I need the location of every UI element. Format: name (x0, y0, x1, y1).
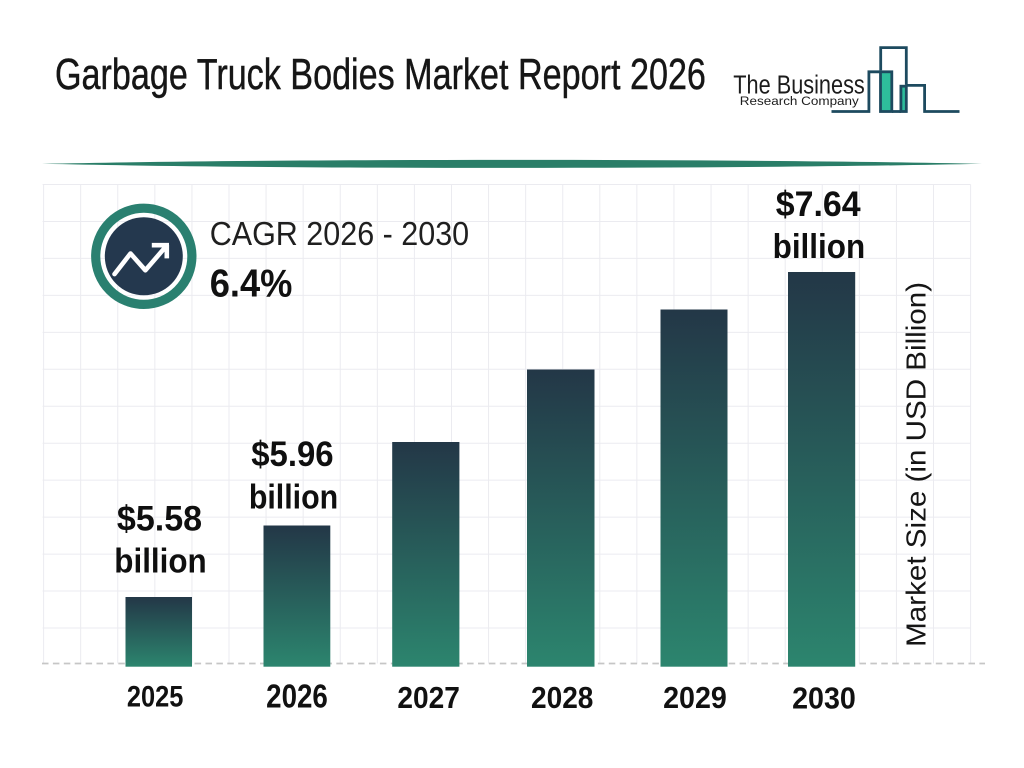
svg-text:2027: 2027 (397, 681, 459, 715)
svg-text:6.4%: 6.4% (210, 262, 293, 305)
svg-text:$5.96: $5.96 (251, 435, 333, 474)
svg-text:2026: 2026 (266, 678, 328, 715)
svg-text:$5.58: $5.58 (117, 500, 202, 539)
svg-text:2025: 2025 (127, 680, 183, 713)
svg-text:billion: billion (114, 541, 206, 579)
svg-text:billion: billion (773, 227, 866, 265)
svg-text:Market Size (in USD Billion): Market Size (in USD Billion) (901, 282, 932, 647)
svg-text:Garbage Truck Bodies Market Re: Garbage Truck Bodies Market Report 2026 (55, 50, 706, 99)
svg-text:2029: 2029 (663, 681, 727, 715)
svg-text:The Business: The Business (733, 71, 864, 100)
svg-text:Research Company: Research Company (740, 94, 860, 108)
svg-text:2028: 2028 (531, 681, 593, 715)
svg-text:CAGR 2026 - 2030: CAGR 2026 - 2030 (210, 215, 469, 252)
svg-text:2030: 2030 (792, 682, 856, 716)
svg-text:billion: billion (249, 478, 338, 516)
svg-text:$7.64: $7.64 (776, 186, 862, 225)
